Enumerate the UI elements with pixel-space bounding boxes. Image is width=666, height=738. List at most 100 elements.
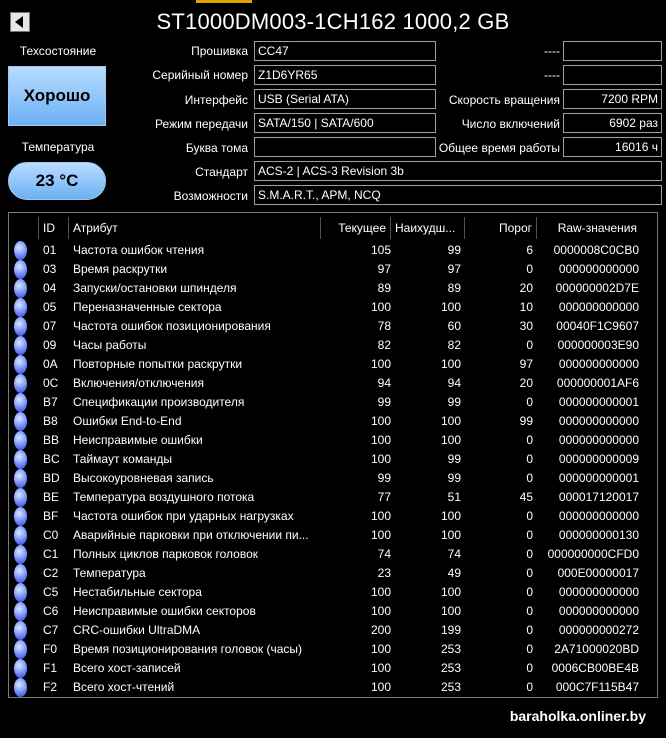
attribute-name: Включения/отключения — [73, 376, 204, 390]
column-status[interactable] — [9, 217, 39, 239]
table-row[interactable]: 04 Запуски/остановки шпинделя 89 89 20 000000… — [9, 279, 657, 298]
table-row[interactable]: 05 Переназначенные сектора 100 100 10 0000000… — [9, 298, 657, 317]
table-row[interactable]: F2 Всего хост-чтений 100 253 0 000C7F115B47 — [9, 678, 657, 697]
transfer-mode-field[interactable]: SATA/150 | SATA/600 — [254, 113, 436, 133]
worst-value: 60 — [447, 319, 461, 333]
table-row[interactable]: BC Таймаут команды 100 99 0 000000000009 — [9, 450, 657, 469]
column-attribute[interactable]: Атрибут — [69, 217, 321, 239]
attribute-id: C7 — [43, 623, 59, 637]
current-value: 105 — [370, 243, 391, 257]
threshold-value: 0 — [526, 509, 533, 523]
table-row[interactable]: 01 Частота ошибок чтения 105 99 6 0000008C0CB… — [9, 241, 657, 260]
raw-value: 000E00000017 — [557, 566, 639, 580]
drive-letter-field[interactable] — [254, 137, 436, 157]
table-row[interactable]: C7 CRC-ошибки UltraDMA 200 199 0 000000000272 — [9, 621, 657, 640]
table-row[interactable]: B8 Ошибки End-to-End 100 100 99 000000000000 — [9, 412, 657, 431]
status-ok-icon — [14, 640, 27, 659]
status-ok-icon — [14, 488, 27, 507]
table-row[interactable]: 03 Время раскрутки 97 97 0 000000000000 — [9, 260, 657, 279]
table-row[interactable]: C1 Полных циклов парковок головок 74 74 0 000… — [9, 545, 657, 564]
column-current[interactable]: Текущее — [321, 217, 391, 239]
unknown-field-2[interactable] — [563, 65, 662, 85]
attribute-name: Частота ошибок позиционирования — [73, 319, 271, 333]
top-accent-bar — [0, 0, 666, 3]
table-row[interactable]: BD Высокоуровневая запись 99 99 0 00000000000… — [9, 469, 657, 488]
table-row[interactable]: 07 Частота ошибок позиционирования 78 60 30 0… — [9, 317, 657, 336]
attribute-id: BD — [43, 471, 60, 485]
smart-table-body: 01 Частота ошибок чтения 105 99 6 0000008C0CB… — [9, 241, 657, 697]
table-row[interactable]: F0 Время позиционирования головок (часы) 1… — [9, 640, 657, 659]
threshold-value: 10 — [519, 300, 533, 314]
current-value: 100 — [370, 300, 391, 314]
current-value: 200 — [370, 623, 391, 637]
table-row[interactable]: BF Частота ошибок при ударных нагрузках 10… — [9, 507, 657, 526]
threshold-value: 0 — [526, 642, 533, 656]
features-field[interactable]: S.M.A.R.T., APM, NCQ — [254, 185, 662, 205]
active-tab-indicator — [196, 0, 252, 3]
standard-field[interactable]: ACS-2 | ACS-3 Revision 3b — [254, 161, 662, 181]
health-status-button[interactable]: Хорошо — [8, 66, 106, 126]
attribute-name: Частота ошибок чтения — [73, 243, 205, 257]
attribute-id: B7 — [43, 395, 58, 409]
column-worst[interactable]: Наихудш... — [391, 217, 465, 239]
table-row[interactable]: C6 Неисправимые ошибки секторов 100 100 0 000… — [9, 602, 657, 621]
current-value: 77 — [377, 490, 391, 504]
worst-value: 253 — [440, 642, 461, 656]
raw-value: 000000000130 — [558, 528, 639, 542]
status-ok-icon — [14, 602, 27, 621]
attribute-id: F1 — [43, 661, 58, 675]
attribute-id: 07 — [43, 319, 57, 333]
interface-field[interactable]: USB (Serial ATA) — [254, 89, 436, 109]
status-ok-icon — [14, 336, 27, 355]
table-row[interactable]: 0C Включения/отключения 94 94 20 000000001AF6 — [9, 374, 657, 393]
column-id[interactable]: ID — [39, 217, 69, 239]
column-raw[interactable]: Raw-значения — [557, 221, 637, 235]
attribute-name: Ошибки End-to-End — [73, 414, 182, 428]
attribute-id: 0C — [43, 376, 59, 390]
serial-field[interactable]: Z1D6YR65 — [254, 65, 436, 85]
power-on-hours-field[interactable]: 16016 ч — [563, 137, 662, 157]
temperature-status-button[interactable]: 23 °C — [8, 162, 106, 200]
attribute-name: Часы работы — [73, 338, 147, 352]
standard-label: Стандарт — [195, 165, 248, 179]
smart-table-header: ID Атрибут Текущее Наихудш... Порог Raw-… — [9, 217, 657, 239]
worst-value: 99 — [447, 471, 461, 485]
worst-value: 49 — [447, 566, 461, 580]
previous-disk-button[interactable] — [10, 12, 30, 32]
current-value: 74 — [377, 547, 391, 561]
table-row[interactable]: C5 Нестабильные сектора 100 100 0 00000000000… — [9, 583, 657, 602]
unknown-field-1[interactable] — [563, 41, 662, 61]
threshold-value: 0 — [526, 338, 533, 352]
table-row[interactable]: C0 Аварийные парковки при отключении пи..… — [9, 526, 657, 545]
raw-value: 000C7F115B47 — [555, 680, 639, 694]
table-row[interactable]: B7 Спецификации производителя 99 99 0 0000000… — [9, 393, 657, 412]
worst-value: 82 — [447, 338, 461, 352]
column-threshold[interactable]: Порог — [465, 217, 537, 239]
rotation-speed-field[interactable]: 7200 RPM — [563, 89, 662, 109]
status-ok-icon — [14, 583, 27, 602]
attribute-name: Аварийные парковки при отключении пи... — [73, 528, 309, 542]
table-row[interactable]: 09 Часы работы 82 82 0 000000003E90 — [9, 336, 657, 355]
status-ok-icon — [14, 260, 27, 279]
table-row[interactable]: BB Неисправимые ошибки 100 100 0 000000000000 — [9, 431, 657, 450]
status-ok-icon — [14, 298, 27, 317]
attribute-name: Нестабильные сектора — [73, 585, 202, 599]
disk-title: ST1000DM003-1CH162 1000,2 GB — [156, 9, 510, 34]
table-row[interactable]: BE Температура воздушного потока 77 51 45 000… — [9, 488, 657, 507]
current-value: 100 — [370, 528, 391, 542]
attribute-name: Таймаут команды — [73, 452, 173, 466]
firmware-field[interactable]: CC47 — [254, 41, 436, 61]
status-ok-icon — [14, 564, 27, 583]
raw-value: 000000003E90 — [557, 338, 639, 352]
smart-table[interactable]: ID Атрибут Текущее Наихудш... Порог Raw-… — [8, 212, 658, 698]
threshold-value: 0 — [526, 585, 533, 599]
current-value: 78 — [377, 319, 391, 333]
threshold-value: 0 — [526, 604, 533, 618]
raw-value: 000000000001 — [558, 471, 639, 485]
table-row[interactable]: C2 Температура 23 49 0 000E00000017 — [9, 564, 657, 583]
power-on-count-field[interactable]: 6902 раз — [563, 113, 662, 133]
attribute-name: CRC-ошибки UltraDMA — [73, 623, 201, 637]
table-row[interactable]: 0A Повторные попытки раскрутки 100 100 97 000… — [9, 355, 657, 374]
table-row[interactable]: F1 Всего хост-записей 100 253 0 0006CB00BE4B — [9, 659, 657, 678]
threshold-value: 0 — [526, 452, 533, 466]
